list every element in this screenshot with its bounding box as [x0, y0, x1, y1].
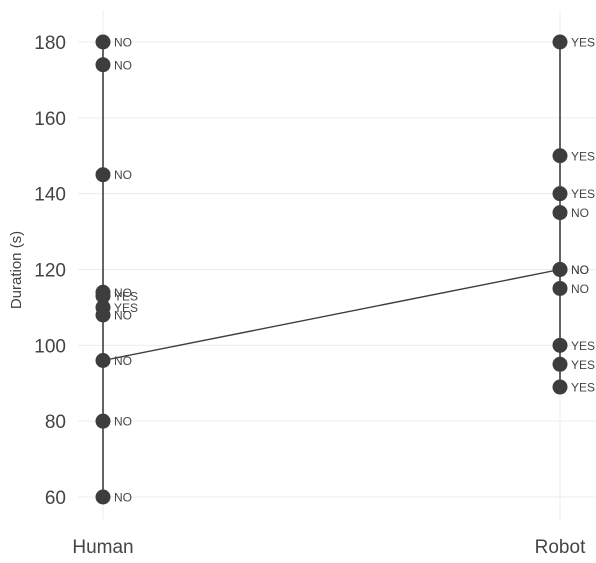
data-point	[95, 288, 111, 304]
x-tick-label: Robot	[535, 537, 586, 558]
point-label: NO	[571, 206, 589, 220]
y-tick-label: 60	[45, 488, 66, 509]
point-label: YES	[114, 301, 138, 315]
point-label: NO	[114, 286, 132, 300]
grid-layer	[78, 10, 596, 520]
y-tick-label: 140	[34, 185, 66, 206]
data-point	[552, 148, 568, 164]
data-point	[95, 489, 111, 505]
point-label: NO	[571, 263, 589, 277]
point-label: YES	[571, 358, 595, 372]
point-label: NO	[114, 491, 132, 505]
point-label: YES	[571, 381, 595, 395]
point-label: NO	[114, 354, 132, 368]
y-axis-title: Duration (s)	[8, 231, 25, 309]
point-label: NO	[571, 282, 589, 296]
data-point	[552, 34, 568, 50]
data-point	[552, 379, 568, 395]
y-tick-label: 120	[34, 261, 66, 282]
data-point	[552, 280, 568, 296]
label-layer: NONONONOYESYESNONONONOYESYESYESNONONONOY…	[114, 36, 595, 505]
data-point	[552, 356, 568, 372]
point-label: NO	[114, 309, 132, 323]
data-point	[95, 57, 111, 73]
point-label: YES	[571, 149, 595, 163]
y-tick-label: 160	[34, 109, 66, 130]
point-layer	[95, 34, 568, 505]
point-label: YES	[114, 290, 138, 304]
data-point	[552, 186, 568, 202]
y-tick-label: 100	[34, 336, 66, 357]
point-label: NO	[571, 263, 589, 277]
axis-layer: Duration (s) 60 80 100 120 140 160 180 Human Rob…	[8, 33, 586, 558]
data-point	[552, 262, 568, 277]
y-tick-label: 180	[34, 33, 66, 54]
data-point	[95, 413, 111, 429]
data-point	[95, 34, 111, 50]
x-tick-label: Human	[72, 537, 133, 558]
y-tick-label: 80	[45, 412, 66, 433]
point-label: YES	[571, 339, 595, 353]
point-label: NO	[114, 58, 132, 72]
data-point	[552, 337, 568, 353]
data-point	[95, 353, 111, 368]
point-label: YES	[571, 187, 595, 201]
data-point	[95, 167, 111, 183]
trend-line	[102, 268, 561, 362]
point-label: NO	[114, 415, 132, 429]
data-point	[95, 307, 111, 323]
point-label: YES	[571, 36, 595, 50]
data-point	[552, 205, 568, 221]
point-label: NO	[114, 168, 132, 182]
point-label: NO	[114, 36, 132, 50]
